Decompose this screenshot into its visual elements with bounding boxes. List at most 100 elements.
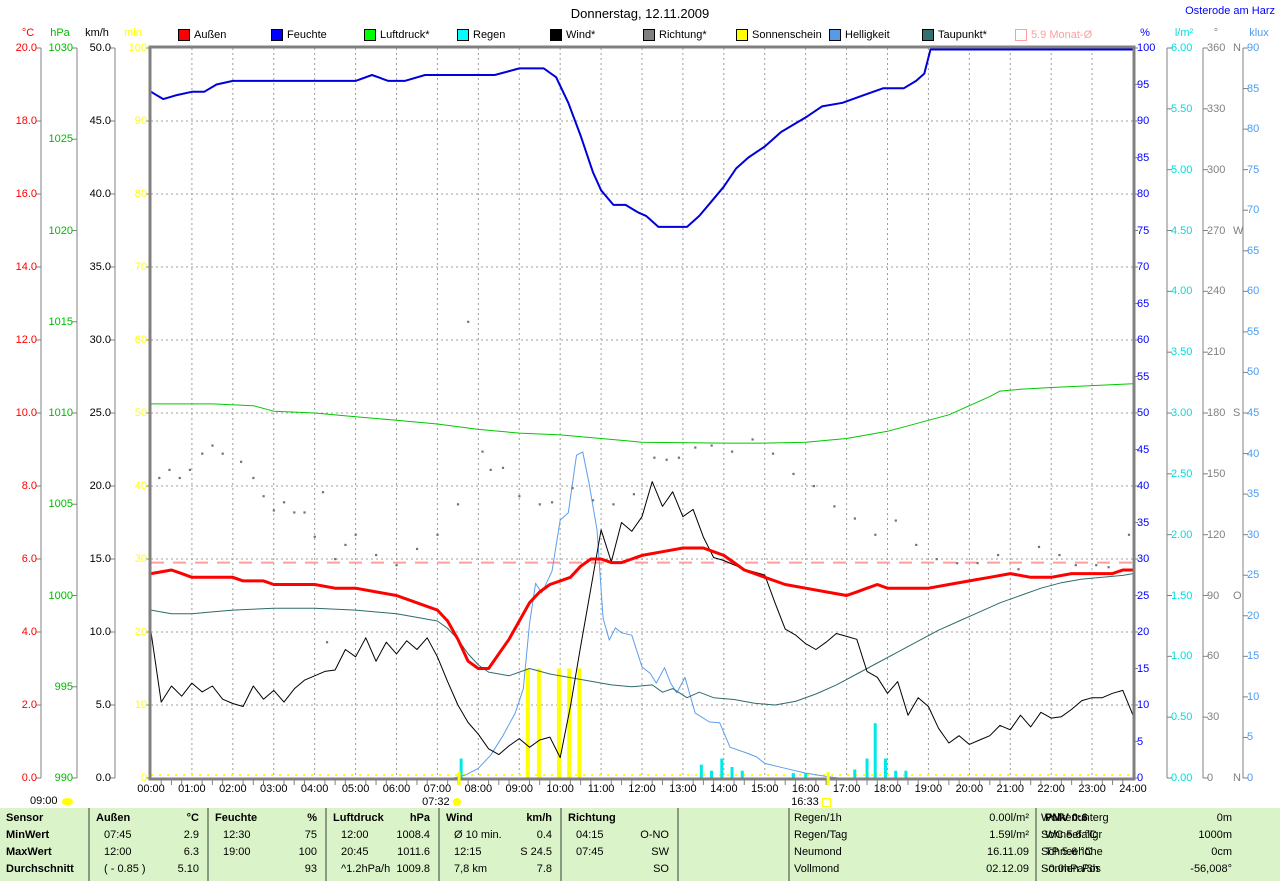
y-tick-label: 2.0 — [21, 699, 37, 711]
y-tick-label: 100 — [128, 42, 147, 54]
y-tick-label: 70 — [1247, 204, 1260, 217]
legend-label: Taupunkt* — [938, 29, 987, 41]
legend-label: Luftdruck* — [380, 29, 430, 41]
series-richtung-dot — [710, 444, 713, 447]
table-separator — [677, 808, 679, 881]
sunset-marker-label: 16:33 — [791, 796, 819, 808]
y-tick-label: 1030 — [48, 42, 73, 54]
sunset-marker-icon — [821, 797, 831, 807]
series-richtung-dot — [792, 472, 795, 476]
table-value-time: ^1.2hPa/h — [341, 863, 391, 875]
x-tick-label: 21:00 — [996, 783, 1025, 795]
y-tick-label: 15 — [1247, 650, 1260, 663]
series-richtung-dot — [313, 535, 316, 538]
table-info-value: 1000m — [1198, 829, 1232, 841]
series-sonnenschein-bar — [536, 668, 541, 778]
x-tick-label: 06:00 — [382, 783, 411, 795]
table-info-value: 16.11.09 — [986, 846, 1029, 858]
legend-item: Sonnenschein — [736, 29, 822, 41]
series-richtung-dot — [272, 509, 275, 512]
y-tick-label: 60 — [1207, 650, 1220, 663]
series-richtung-dot — [874, 533, 877, 536]
table-col-header: Feuchte — [215, 812, 258, 824]
y-tick-label: 35 — [1247, 488, 1260, 501]
y-tick-label: 55 — [1247, 325, 1260, 338]
y-tick-compass-label: O — [1233, 589, 1242, 602]
legend-swatch-icon — [178, 29, 190, 41]
table-col-header: Richtung — [568, 812, 616, 824]
y-tick-label: 15.0 — [89, 553, 111, 565]
series-richtung-dot — [1074, 564, 1077, 567]
table-col-unit: hPa — [409, 812, 430, 824]
table-info-label: Schneefallgr — [1041, 829, 1103, 841]
legend-label: Außen — [194, 29, 227, 41]
series-richtung-dot — [731, 450, 734, 453]
y-tick-label: 10.0 — [89, 626, 111, 638]
series-regen-bar — [699, 764, 703, 778]
y-tick-label: 40 — [1247, 447, 1260, 460]
table-value: SW — [651, 846, 669, 858]
series-richtung-dot — [665, 458, 668, 461]
series-regen-bar — [904, 770, 908, 778]
table-value: 6.3 — [183, 846, 199, 858]
table-info-label: Regen/1h — [794, 812, 842, 824]
table-row-label: Durchschnitt — [6, 863, 74, 875]
y-tick-label: 30 — [1247, 528, 1260, 541]
series-richtung-dot — [375, 553, 378, 557]
y-tick-label: 40 — [1137, 480, 1150, 492]
series-richtung-dot — [812, 485, 816, 488]
series-richtung-dot — [344, 543, 347, 547]
series-richtung-dot — [538, 503, 541, 506]
table-value-time: 19:00 — [223, 846, 251, 858]
y-tick-label: 2.50 — [1171, 467, 1193, 480]
series-richtung-dot — [1037, 545, 1041, 549]
table-col-header: Außen — [96, 812, 131, 824]
y-tick-label: 1015 — [48, 315, 73, 328]
x-tick-label: 09:00 — [505, 783, 534, 795]
table-value-time: 12:15 — [454, 846, 482, 858]
y-tick-compass-label: S — [1233, 407, 1241, 419]
series-richtung-dot — [201, 452, 204, 455]
series-richtung-dot — [518, 495, 521, 498]
y-tick-label: 70 — [134, 261, 147, 273]
legend-item: Außen — [178, 29, 226, 41]
table-value-time: Ø 10 min. — [454, 829, 502, 841]
y-tick-label: 15 — [1137, 662, 1150, 675]
y-tick-label: 35.0 — [89, 261, 111, 273]
y-tick-label: 300 — [1207, 163, 1226, 176]
series-regen-bar — [740, 770, 744, 778]
table-info-label: Regen/Tag — [794, 829, 848, 841]
sunrise-marker-icon — [452, 798, 461, 806]
x-tick-label: 03:00 — [259, 783, 288, 795]
y-tick-label: 4.00 — [1171, 285, 1193, 298]
series-taupunkt — [150, 573, 1134, 706]
legend-swatch-icon — [550, 29, 562, 41]
y-tick-label: 270 — [1207, 224, 1226, 237]
table-col-header: Wind — [446, 812, 473, 824]
series-richtung-dot — [833, 505, 836, 508]
y-tick-label: 16.0 — [15, 188, 37, 200]
table-value: 1009.8 — [396, 863, 430, 875]
y-tick-label: 85 — [1137, 151, 1150, 164]
y-tick-label: 25.0 — [89, 407, 111, 419]
sunset-marker: 16:33 — [791, 796, 831, 808]
y-tick-label: 1025 — [48, 133, 73, 146]
y-tick-label: 0.0 — [21, 772, 37, 784]
legend-label: Regen — [473, 29, 506, 41]
y-tick-label: 2.00 — [1171, 528, 1193, 541]
y-tick-label: 70 — [1137, 261, 1150, 273]
y-tick-label: 12.0 — [15, 334, 37, 346]
y-tick-label: 90 — [1207, 589, 1220, 602]
y-tick-label: 150 — [1207, 467, 1226, 480]
series-richtung-dot — [481, 450, 484, 453]
series-richtung-dot — [571, 487, 574, 490]
series-richtung-dot — [501, 466, 505, 469]
y-tick-label: 10 — [1247, 690, 1260, 703]
legend-label: Helligkeit — [845, 29, 890, 41]
y-tick-label: 0.0 — [95, 772, 111, 784]
series-richtung-dot — [415, 547, 419, 551]
legend-swatch-icon — [643, 29, 655, 41]
series-richtung-dot — [456, 503, 460, 506]
series-regen-bar — [853, 769, 857, 778]
table-value-time: ( - 0.85 ) — [104, 863, 146, 875]
